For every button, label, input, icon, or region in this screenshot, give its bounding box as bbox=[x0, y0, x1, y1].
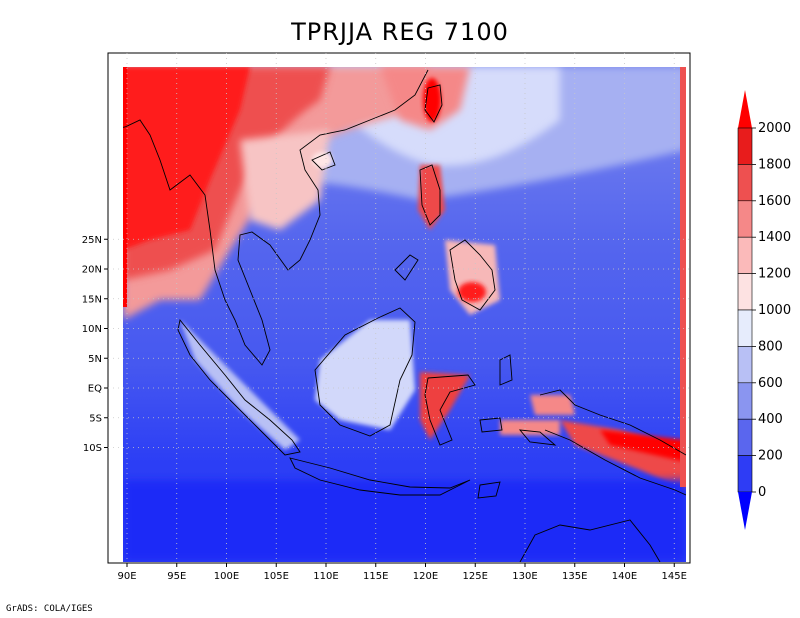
colorbar-box bbox=[737, 164, 753, 202]
latitude-labels: 25N 20N 15N 10N 5N EQ 5S 10S bbox=[82, 235, 102, 454]
lon-label-90e: 90E bbox=[117, 571, 136, 582]
colorbar-label: 200 bbox=[758, 449, 783, 464]
lon-label-105e: 105E bbox=[264, 571, 289, 582]
lon-label-110e: 110E bbox=[313, 571, 338, 582]
graticule bbox=[104, 53, 690, 567]
lat-label-20n: 20N bbox=[82, 265, 102, 276]
colorbar-label: 800 bbox=[758, 339, 783, 354]
lon-label-145e: 145E bbox=[662, 571, 687, 582]
colorbar-label: 0 bbox=[758, 485, 766, 500]
colorbar-label: 1200 bbox=[758, 267, 791, 282]
map-title: TPRJJA REG 7100 bbox=[291, 18, 509, 46]
colorbar-label: 1400 bbox=[758, 230, 791, 245]
colorbar-top-triangle bbox=[738, 90, 752, 128]
colorbar-label: 600 bbox=[758, 376, 783, 391]
colorbar-label: 400 bbox=[758, 412, 783, 427]
lat-label-5s: 5S bbox=[89, 413, 102, 424]
lat-label-5n: 5N bbox=[88, 354, 102, 365]
colorbar-bottom-triangle bbox=[738, 492, 752, 530]
lon-label-95e: 95E bbox=[167, 571, 186, 582]
colorbar-box bbox=[737, 236, 753, 274]
colorbar-box bbox=[737, 382, 753, 420]
lon-label-130e: 130E bbox=[512, 571, 537, 582]
colorbar-box bbox=[737, 127, 753, 165]
credit-text: GrADS: COLA/IGES bbox=[6, 604, 93, 614]
precipitation-field bbox=[123, 67, 686, 562]
colorbar-label: 2000 bbox=[758, 121, 791, 136]
lon-label-100e: 100E bbox=[214, 571, 239, 582]
colorbar-box bbox=[737, 309, 753, 347]
coastlines bbox=[123, 69, 686, 562]
lat-label-15n: 15N bbox=[82, 294, 102, 305]
lon-label-140e: 140E bbox=[612, 571, 637, 582]
colorbar-label: 1000 bbox=[758, 303, 791, 318]
lon-label-125e: 125E bbox=[463, 571, 488, 582]
lon-label-120e: 120E bbox=[413, 571, 438, 582]
lat-label-10n: 10N bbox=[82, 324, 102, 335]
lat-label-eq: EQ bbox=[88, 384, 102, 395]
colorbar-label: 1800 bbox=[758, 157, 791, 172]
colorbar-box bbox=[737, 418, 753, 456]
longitude-labels: 90E 95E 100E 105E 110E 115E 120E 125E 130E 135E 14… bbox=[117, 571, 686, 582]
colorbar-box bbox=[737, 200, 753, 238]
colorbar-box bbox=[737, 346, 753, 384]
colorbar-box bbox=[737, 455, 753, 493]
lat-label-25n: 25N bbox=[82, 235, 102, 246]
lat-label-10s: 10S bbox=[83, 443, 102, 454]
colorbar: 0 200 400 600 800 1000 1200 1400 1600 1800 2000 bbox=[737, 90, 791, 530]
lon-label-115e: 115E bbox=[363, 571, 388, 582]
colorbar-box bbox=[737, 273, 753, 311]
colorbar-label: 1600 bbox=[758, 194, 791, 209]
lon-label-135e: 135E bbox=[562, 571, 587, 582]
